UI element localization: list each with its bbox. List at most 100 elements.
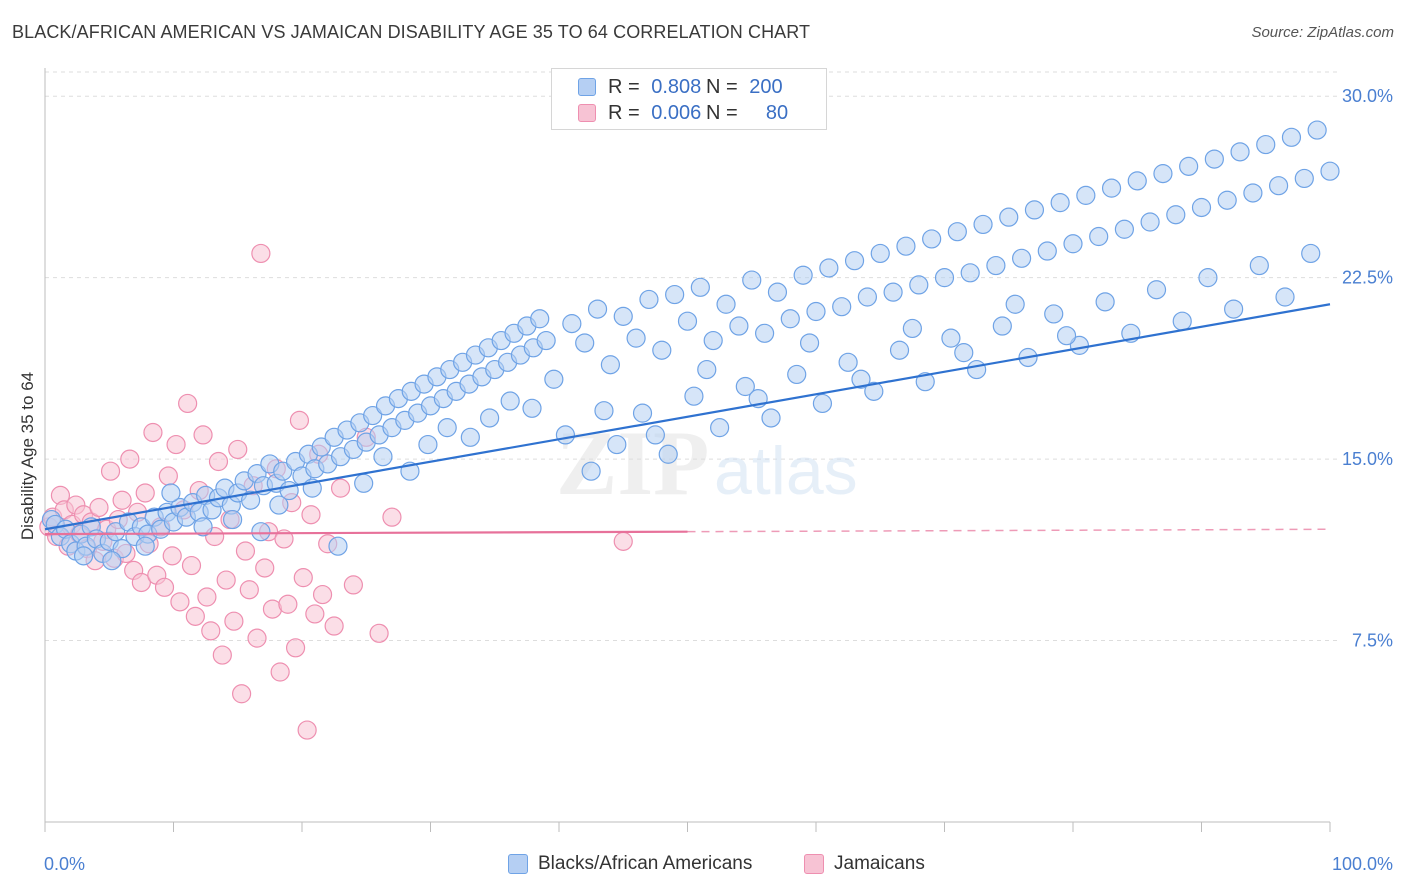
jamaicans-point: [212, 645, 232, 665]
jamaicans-point: [382, 507, 402, 527]
blacks-point: [922, 229, 942, 249]
trend-line-0: [44, 303, 1331, 531]
series-legend: Blacks/African Americans Jamaicans: [0, 851, 1406, 879]
jamaicans-point: [247, 628, 267, 648]
blacks-point: [273, 461, 293, 481]
jamaicans-point: [185, 606, 205, 626]
y-tick-label: 30.0%: [1342, 86, 1393, 106]
axes: [44, 68, 1331, 832]
blacks-point: [677, 311, 698, 331]
blacks-point: [500, 391, 520, 411]
blacks-point: [1005, 294, 1025, 314]
blacks-point: [999, 207, 1019, 227]
y-tick-label: 15.0%: [1342, 449, 1393, 469]
y-axis-label: Disability Age 35 to 64: [18, 371, 37, 541]
jamaicans-point: [131, 572, 151, 593]
blacks-point: [241, 490, 261, 510]
x-tick-label-min: 0.0%: [44, 854, 85, 874]
blacks-point: [1127, 171, 1147, 191]
jamaicans-point: [224, 611, 244, 631]
blacks-point: [1037, 241, 1057, 261]
r-value-blacks: 0.808: [651, 75, 702, 98]
jamaicans-point: [181, 555, 202, 576]
blacks-point: [716, 294, 736, 314]
blacks-point: [594, 401, 614, 421]
jamaicans-point: [162, 546, 182, 566]
blacks-point: [1056, 326, 1077, 346]
blacks-point: [710, 418, 730, 438]
blacks-swatch: [578, 78, 596, 96]
blacks-point: [761, 408, 781, 428]
jamaicans-point: [201, 621, 221, 641]
blacks-point: [690, 277, 710, 297]
blacks-point: [418, 434, 438, 455]
blacks-point: [864, 381, 884, 401]
blacks-point: [613, 306, 633, 326]
jamaicans-point: [193, 425, 213, 445]
blacks-point: [652, 340, 672, 360]
blacks-point: [607, 434, 627, 455]
jamaicans-point: [239, 580, 259, 600]
blacks-point: [799, 333, 820, 353]
blacks-point: [767, 282, 788, 302]
blacks-point: [480, 408, 500, 428]
blacks-point: [161, 483, 181, 503]
blacks-point: [1243, 183, 1263, 203]
blacks-point: [902, 318, 922, 339]
jamaicans-point: [154, 577, 175, 597]
n-label: N =: [706, 101, 738, 124]
blacks-point: [223, 509, 243, 530]
jamaicans-point: [143, 422, 163, 443]
blacks-point: [684, 386, 704, 406]
jamaicans-point: [289, 410, 310, 430]
trend-line-dashed-1: [687, 528, 1331, 533]
blacks-point: [1153, 164, 1173, 184]
blacks-point: [973, 214, 993, 235]
n-value-jamaicans: 80: [765, 101, 789, 124]
jamaicans-point: [369, 623, 389, 643]
blacks-point: [1114, 219, 1135, 239]
blacks-point: [1249, 255, 1269, 276]
trend-line-solid-1: [44, 530, 688, 536]
jamaicans-point: [232, 684, 252, 704]
blacks-point: [600, 355, 621, 375]
stats-row-blacks: R = 0.808 N = 200: [578, 74, 783, 100]
jamaicans-point: [158, 466, 178, 486]
blacks-point: [889, 340, 910, 360]
jamaicans-point: [89, 497, 109, 518]
blacks-point: [954, 343, 974, 363]
blacks-point: [1281, 127, 1302, 147]
blacks-point: [967, 359, 987, 380]
blacks-point: [1089, 226, 1109, 247]
blacks-point: [1146, 280, 1167, 300]
jamaicans-point: [100, 461, 121, 481]
legend-item-blacks[interactable]: Blacks/African Americans: [508, 853, 752, 875]
blacks-point: [373, 447, 393, 467]
blacks-point: [1024, 200, 1045, 220]
r-label: R =: [608, 101, 640, 124]
r-value-jamaicans: 0.006: [651, 101, 702, 124]
blacks-point: [102, 551, 122, 571]
jamaicans-point: [613, 531, 633, 551]
legend-item-jamaicans[interactable]: Jamaicans: [804, 853, 925, 875]
blacks-point: [1230, 142, 1250, 162]
blacks-point: [742, 270, 762, 290]
blacks-point: [1166, 205, 1186, 225]
blacks-point: [1275, 287, 1295, 307]
jamaicans-point: [251, 243, 271, 264]
jamaicans-point: [270, 662, 290, 682]
blacks-point: [735, 376, 755, 397]
blacks-point: [1191, 197, 1212, 218]
blacks-point: [857, 287, 878, 307]
jamaicans-point: [255, 558, 275, 578]
watermark-zip: ZIP: [556, 412, 709, 514]
jamaicans-point: [293, 568, 313, 588]
jamaicans-point: [112, 490, 132, 510]
blacks-point: [587, 299, 608, 319]
stats-row-jamaicans: R = 0.006 N = 80: [578, 100, 788, 126]
blacks-point: [780, 309, 800, 329]
blacks-point: [522, 398, 542, 418]
blacks-point: [844, 251, 865, 271]
blacks-point: [1050, 193, 1070, 213]
